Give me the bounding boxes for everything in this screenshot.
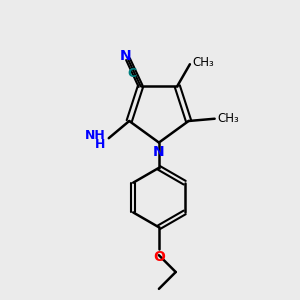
Text: NH: NH bbox=[84, 129, 105, 142]
Text: CH₃: CH₃ bbox=[217, 112, 239, 125]
Text: H: H bbox=[95, 138, 105, 151]
Text: N: N bbox=[120, 49, 131, 63]
Text: N: N bbox=[153, 145, 165, 159]
Text: CH₃: CH₃ bbox=[192, 56, 214, 69]
Text: O: O bbox=[153, 250, 165, 265]
Text: C: C bbox=[128, 67, 137, 80]
